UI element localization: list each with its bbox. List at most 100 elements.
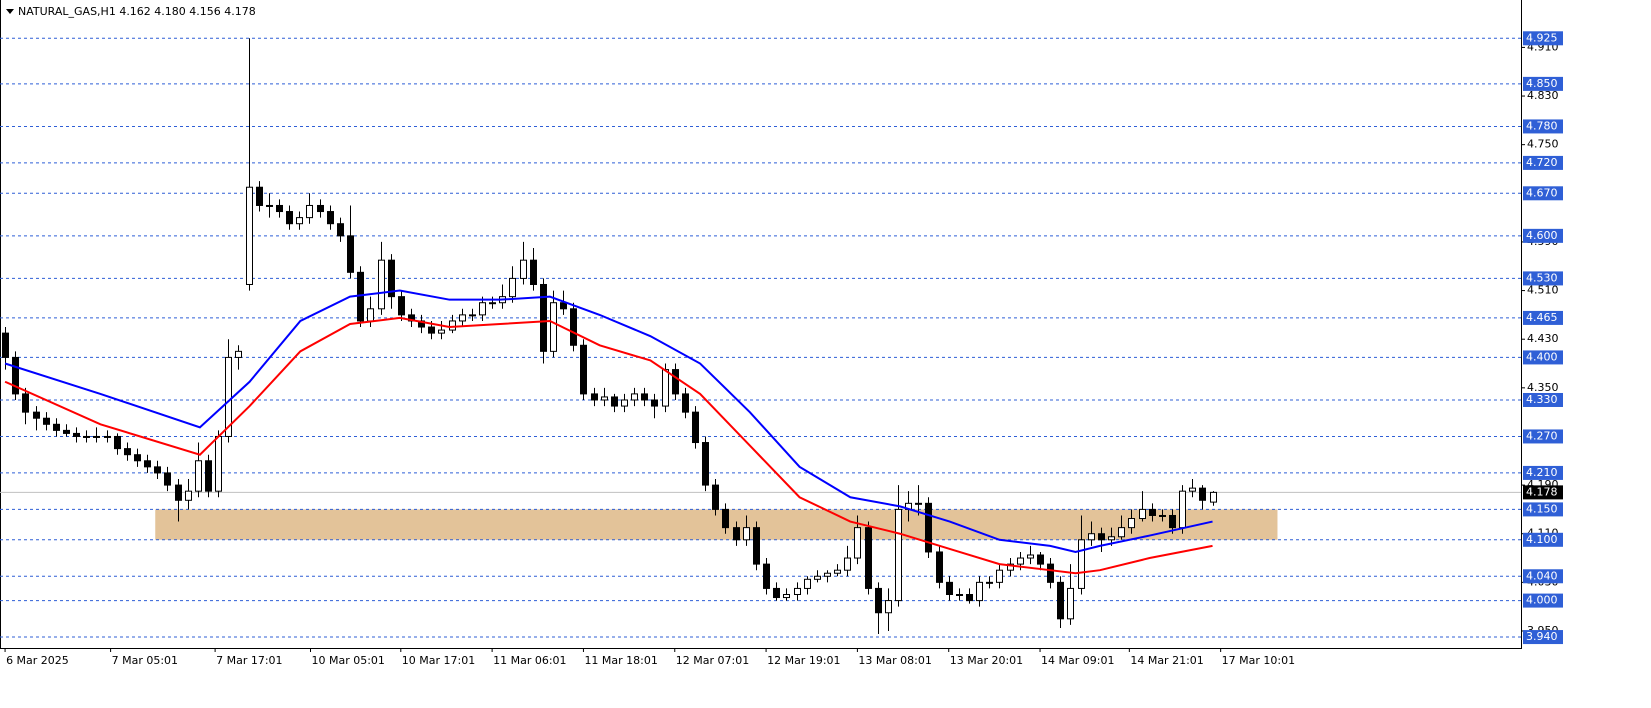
y-tick-label: 4.510 — [1527, 284, 1559, 297]
candle-body — [885, 600, 892, 614]
candle-body — [895, 508, 902, 602]
candle-body — [794, 587, 801, 596]
level-label-box — [1523, 76, 1563, 91]
level-label-box — [1523, 630, 1563, 645]
candle-body — [154, 466, 161, 474]
candle-body — [1149, 508, 1156, 516]
candle-body — [1057, 581, 1064, 620]
x-tick-label: 10 Mar 05:01 — [311, 654, 384, 667]
level-label-box — [1523, 228, 1563, 243]
x-tick-label: 12 Mar 19:01 — [767, 654, 840, 667]
candle-body — [33, 411, 40, 419]
candle-body — [925, 502, 932, 553]
candle-body — [986, 581, 993, 584]
candle-body — [1078, 539, 1085, 589]
level-label-box — [1523, 310, 1563, 325]
candle-body — [1067, 587, 1074, 620]
level-label: 4.210 — [1526, 466, 1558, 479]
candle-body — [773, 587, 780, 599]
level-label: 4.720 — [1526, 156, 1558, 169]
candle-body — [63, 429, 70, 434]
level-label-box — [1523, 593, 1563, 608]
candle-body — [540, 283, 547, 352]
candle-body — [73, 432, 80, 437]
candle-body — [976, 581, 983, 602]
level-label-box — [1523, 155, 1563, 170]
candle-body — [672, 369, 679, 395]
candle-body — [266, 204, 273, 207]
candle-body — [1128, 518, 1135, 529]
x-tick-label: 14 Mar 09:01 — [1041, 654, 1114, 667]
candle-body — [246, 186, 253, 285]
candle-body — [256, 186, 263, 206]
candle-body — [621, 399, 628, 407]
candle-body — [996, 569, 1003, 583]
candle-body — [225, 356, 232, 437]
support-zone — [155, 509, 1278, 540]
candle-body — [601, 396, 608, 401]
candle-body — [1169, 514, 1176, 529]
candle-body — [560, 302, 567, 310]
level-label: 4.150 — [1526, 502, 1558, 515]
x-tick-label: 14 Mar 21:01 — [1130, 654, 1203, 667]
candle-body — [2, 332, 9, 358]
candle-body — [1139, 508, 1146, 520]
level-label-box — [1523, 271, 1563, 286]
chart-title: NATURAL_GAS,H1 4.162 4.180 4.156 4.178 — [18, 5, 256, 18]
candle-body — [550, 302, 557, 352]
candle-body — [1108, 536, 1115, 541]
candle-body — [306, 204, 313, 219]
candle-body — [83, 435, 90, 438]
y-tick-label: 4.350 — [1527, 381, 1559, 394]
candle-body — [1210, 491, 1217, 503]
candle-body — [530, 259, 537, 285]
current-price-label: 4.178 — [1526, 485, 1558, 498]
candle-body — [195, 460, 202, 492]
level-label: 4.100 — [1526, 533, 1558, 546]
level-label: 4.040 — [1526, 569, 1558, 582]
candle-body — [347, 235, 354, 273]
candle-body — [682, 393, 689, 413]
candle-body — [662, 369, 669, 407]
candle-body — [185, 490, 192, 501]
level-label-box — [1523, 186, 1563, 201]
candle-body — [235, 350, 242, 358]
moving-average — [4, 316, 1213, 575]
candle-body — [367, 308, 374, 322]
x-tick-label: 11 Mar 06:01 — [493, 654, 566, 667]
candle-body — [631, 393, 638, 401]
candle-body — [114, 435, 121, 450]
candle-body — [712, 484, 719, 510]
candle-body — [580, 344, 587, 395]
level-label-box — [1523, 569, 1563, 584]
candle-body — [1047, 563, 1054, 583]
candle-body — [1179, 490, 1186, 529]
x-tick-label: 6 Mar 2025 — [6, 654, 69, 667]
candle-body — [722, 508, 729, 529]
candle-body — [276, 204, 283, 213]
level-label: 4.330 — [1526, 393, 1558, 406]
candle-body — [936, 551, 943, 583]
candle-body — [337, 223, 344, 237]
candle-body — [854, 527, 861, 559]
y-tick-label: 4.830 — [1527, 89, 1559, 102]
candle-body — [509, 277, 516, 298]
level-label: 4.270 — [1526, 429, 1558, 442]
candle-body — [134, 454, 141, 462]
level-label: 4.600 — [1526, 229, 1558, 242]
candle-body — [591, 393, 598, 401]
candle-body — [12, 356, 19, 395]
candle-body — [1159, 514, 1166, 517]
candle-body — [520, 259, 527, 279]
candle-body — [124, 448, 131, 456]
candle-body — [651, 399, 658, 407]
candle-body — [1199, 487, 1206, 501]
collapse-icon[interactable] — [6, 9, 14, 14]
candle-body — [570, 308, 577, 346]
level-label: 4.670 — [1526, 186, 1558, 199]
candle-body — [956, 594, 963, 597]
candle-body — [753, 527, 760, 565]
candle-body — [641, 393, 648, 401]
candle-body — [93, 435, 100, 438]
